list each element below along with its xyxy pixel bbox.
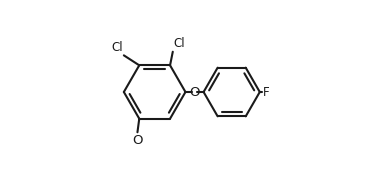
Text: O: O: [132, 134, 143, 147]
Text: Cl: Cl: [111, 41, 123, 54]
Text: Cl: Cl: [174, 37, 185, 50]
Text: O: O: [189, 86, 200, 98]
Text: F: F: [263, 86, 270, 98]
